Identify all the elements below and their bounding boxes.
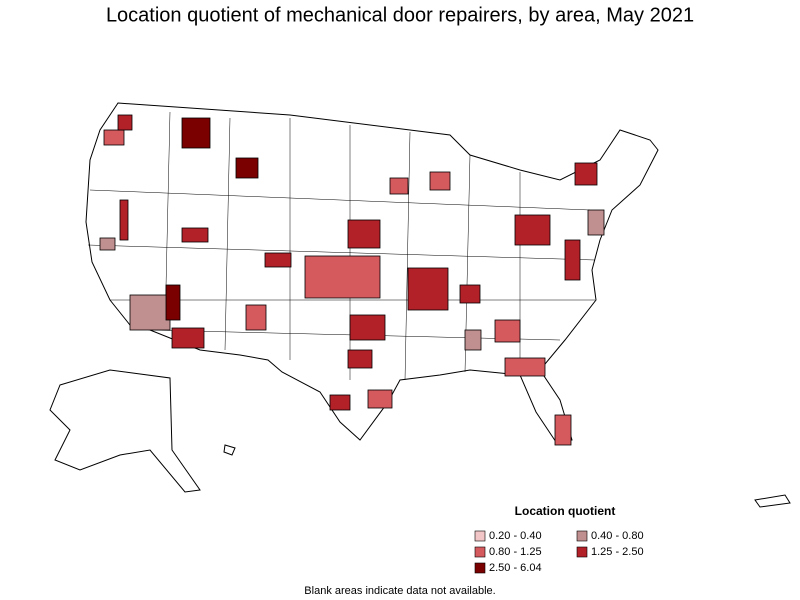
puerto-rico bbox=[754, 494, 791, 508]
area bbox=[264, 252, 292, 268]
area bbox=[103, 129, 125, 146]
area bbox=[459, 284, 481, 304]
legend-swatch bbox=[576, 546, 588, 558]
map bbox=[49, 102, 791, 508]
area bbox=[165, 284, 181, 321]
footnote: Blank areas indicate data not available. bbox=[304, 585, 495, 597]
area bbox=[494, 319, 521, 343]
area bbox=[245, 304, 267, 331]
legend-title: Location quotient bbox=[515, 504, 616, 518]
area bbox=[349, 314, 386, 341]
area bbox=[389, 177, 409, 195]
area bbox=[347, 219, 381, 249]
area bbox=[587, 209, 605, 236]
area bbox=[564, 239, 581, 281]
legend-label: 0.40 - 0.80 bbox=[591, 530, 644, 542]
area bbox=[429, 171, 451, 191]
area bbox=[574, 162, 598, 186]
area bbox=[464, 329, 482, 351]
area bbox=[181, 117, 211, 149]
area bbox=[407, 267, 449, 311]
alaska bbox=[49, 369, 201, 493]
legend-label: 2.50 - 6.04 bbox=[489, 562, 542, 574]
area bbox=[129, 294, 171, 331]
area-fills bbox=[99, 114, 605, 446]
hawaii bbox=[223, 444, 236, 456]
boundaries bbox=[87, 111, 596, 381]
area bbox=[181, 227, 209, 243]
legend-label: 1.25 - 2.50 bbox=[591, 546, 644, 558]
area bbox=[329, 394, 351, 411]
area bbox=[99, 237, 116, 251]
legend-label: 0.80 - 1.25 bbox=[489, 546, 542, 558]
legend-swatch bbox=[474, 530, 486, 542]
area bbox=[171, 327, 205, 349]
legend-swatch bbox=[474, 562, 486, 574]
legend-swatch bbox=[474, 546, 486, 558]
area bbox=[514, 214, 551, 246]
area bbox=[304, 255, 381, 299]
area bbox=[367, 389, 393, 409]
area bbox=[504, 357, 546, 377]
area bbox=[119, 199, 129, 241]
map-title: Location quotient of mechanical door rep… bbox=[106, 4, 694, 26]
legend-label: 0.20 - 0.40 bbox=[489, 530, 542, 542]
legend-swatch bbox=[576, 530, 588, 542]
area bbox=[347, 349, 373, 369]
area bbox=[235, 157, 259, 179]
area bbox=[117, 114, 133, 131]
legend: 0.20 - 0.40 0.40 - 0.80 0.80 - 1.25 1.25 - … bbox=[474, 530, 644, 574]
area bbox=[554, 414, 572, 446]
